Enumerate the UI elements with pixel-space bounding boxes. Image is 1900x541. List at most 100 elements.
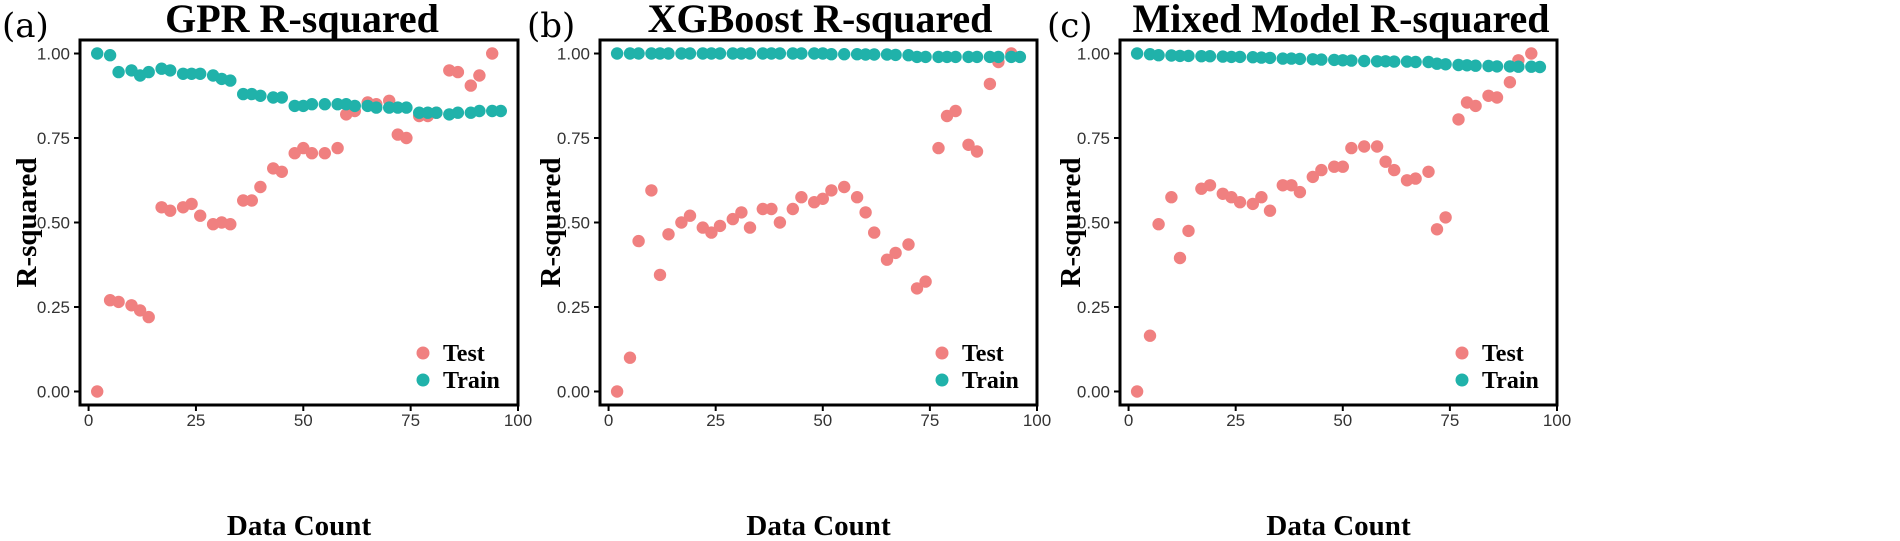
data-point-train	[696, 47, 709, 60]
data-point-train	[1293, 52, 1307, 66]
data-points	[91, 47, 507, 398]
data-point-test	[142, 310, 155, 324]
data-point-test	[1379, 155, 1392, 168]
x-tick-label: 75	[1440, 411, 1459, 430]
data-point-test	[726, 212, 739, 226]
y-tick-label: 0.00	[557, 382, 590, 401]
data-point-test	[112, 295, 125, 309]
panel-label: (c)	[1047, 6, 1093, 46]
data-point-test	[185, 197, 198, 211]
legend-label-test: Test	[1482, 341, 1524, 367]
data-points	[610, 47, 1027, 398]
chart-panel-1: (a) GPR R-squared 0.00 0.25 0.50 0.75 1.00 0 25 5…	[2, 0, 532, 541]
y-tick-label: 0.00	[1077, 382, 1110, 401]
data-point-test	[305, 147, 319, 160]
data-point-train	[1263, 51, 1277, 65]
x-tick-label: 0	[84, 411, 93, 430]
data-point-train	[932, 50, 945, 64]
data-point-train	[1469, 59, 1482, 72]
x-axis-label: Data Count	[227, 510, 372, 541]
legend-marker-test	[416, 346, 430, 360]
data-point-test	[133, 304, 147, 317]
data-point-train	[859, 48, 872, 61]
data-point-train	[1173, 49, 1187, 63]
legend-marker-train	[416, 373, 430, 387]
data-point-test	[91, 385, 104, 398]
data-point-train	[1358, 54, 1371, 68]
data-point-test	[1370, 140, 1384, 153]
chart-title: GPR R-squared	[165, 0, 439, 41]
data-point-test	[765, 202, 778, 216]
data-point-train	[1439, 58, 1452, 71]
x-tick-label: 75	[401, 411, 420, 430]
data-point-train	[494, 104, 507, 118]
chart-panel-3: (c) Mixed Model R-squared 0.00 0.25 0.50 0.75…	[1047, 0, 1571, 541]
y-tick-label: 0.50	[37, 214, 70, 233]
data-point-test	[983, 77, 997, 91]
data-point-train	[705, 47, 718, 60]
data-point-test	[816, 192, 829, 205]
data-point-train	[1533, 60, 1547, 74]
data-point-train	[1315, 53, 1328, 66]
x-tick-label: 0	[1124, 411, 1133, 430]
data-point-train	[237, 87, 250, 101]
data-point-test	[662, 228, 675, 241]
data-point-test	[1276, 179, 1290, 192]
data-point-test	[1439, 211, 1452, 224]
data-point-test	[1358, 140, 1371, 153]
data-point-test	[962, 138, 975, 151]
data-point-train	[224, 74, 237, 87]
data-point-train	[940, 50, 954, 64]
data-point-test	[1430, 223, 1444, 236]
data-point-test	[1452, 113, 1465, 126]
data-point-test	[1246, 197, 1260, 211]
legend-marker-test	[935, 346, 949, 360]
data-point-test	[194, 209, 207, 222]
data-point-train	[1276, 52, 1290, 65]
data-point-test	[1306, 170, 1320, 184]
data-point-train	[949, 50, 962, 64]
data-point-test	[675, 216, 688, 229]
data-point-test	[1503, 76, 1517, 89]
data-point-test	[859, 206, 872, 219]
data-point-train	[970, 50, 984, 64]
data-points	[1130, 47, 1547, 398]
y-tick-label: 0.25	[37, 298, 70, 317]
data-point-train	[185, 67, 198, 81]
data-point-train	[765, 47, 778, 60]
data-point-test	[970, 145, 984, 158]
data-point-test	[1388, 163, 1401, 177]
data-point-train	[786, 47, 799, 60]
data-point-test	[743, 221, 757, 234]
data-point-train	[176, 67, 190, 81]
x-tick-label: 100	[1543, 411, 1571, 430]
data-point-test	[795, 191, 808, 204]
y-tick-label: 0.25	[1077, 298, 1110, 317]
x-tick-label: 25	[186, 411, 205, 430]
data-point-train	[413, 106, 426, 119]
data-point-test	[1182, 224, 1195, 238]
data-point-test	[773, 216, 787, 229]
data-point-train	[112, 65, 125, 79]
legend-marker-train	[935, 373, 949, 387]
y-tick-label: 1.00	[37, 45, 70, 64]
data-point-test	[889, 246, 902, 260]
data-point-train	[1490, 60, 1504, 73]
legend-marker-train	[1455, 373, 1469, 387]
data-point-train	[610, 47, 624, 60]
data-point-train	[1225, 50, 1238, 64]
data-point-train	[756, 47, 769, 60]
data-point-train	[142, 65, 155, 79]
data-point-test	[254, 180, 267, 194]
data-point-test	[838, 180, 851, 194]
data-point-test	[237, 194, 250, 207]
data-point-train	[735, 47, 748, 60]
data-point-test	[623, 351, 637, 364]
data-point-train	[91, 47, 104, 60]
y-axis-label: R-squared	[11, 158, 43, 288]
data-point-test	[1173, 251, 1187, 265]
data-point-train	[983, 50, 997, 64]
chart-title: Mixed Model R-squared	[1132, 0, 1549, 41]
